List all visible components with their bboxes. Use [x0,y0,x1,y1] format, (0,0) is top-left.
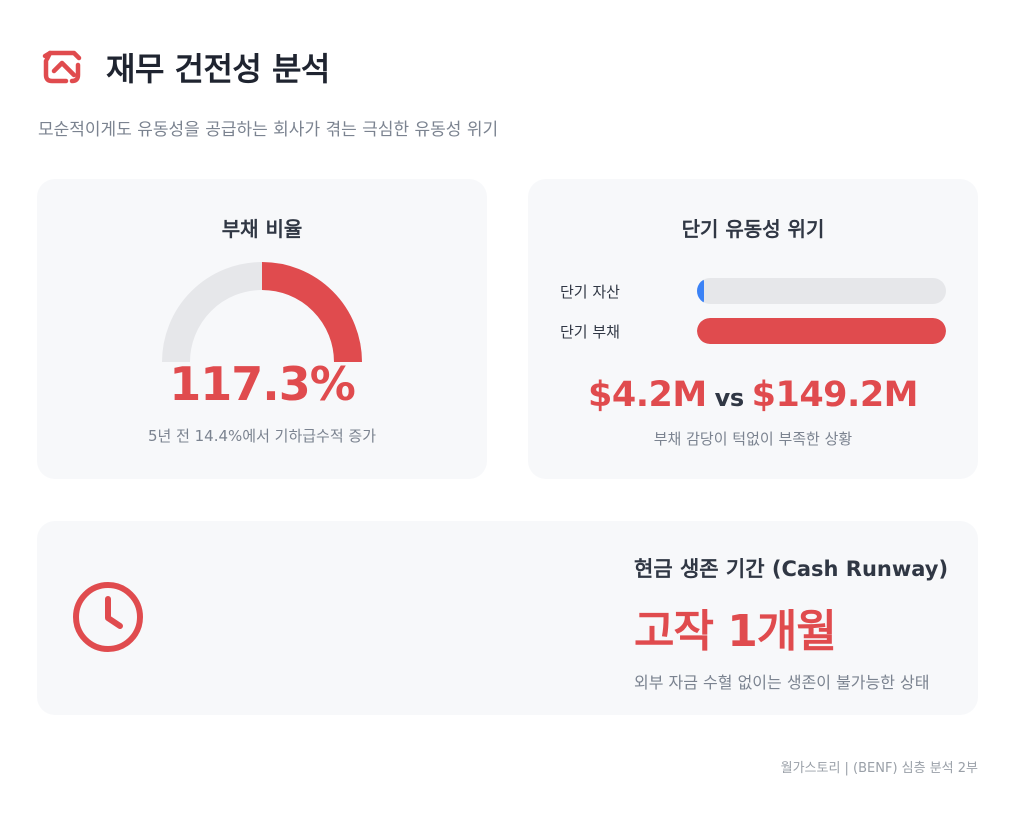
page-subtitle: 모순적이게도 유동성을 공급하는 회사가 겪는 극심한 유동성 위기 [38,120,499,140]
short-term-liabilities-row: 단기 부채 [560,318,946,344]
debt-ratio-card: 부채 비율 117.3% 5년 전 14.4%에서 기하급수적 증가 [37,179,487,479]
liquidity-card: 단기 유동성 위기 단기 자산 단기 부채 $4.2M vs $149.2M 부채 … [528,179,978,479]
liquidity-comparison: $4.2M vs $149.2M [528,375,978,415]
cash-runway-text: 현금 생존 기간 (Cash Runway) 고작 1개월 외부 자금 수혈 없… [634,553,948,693]
short-term-liabilities-label: 단기 부채 [560,323,620,341]
cash-runway-value: 고작 1개월 [634,606,837,657]
short-term-assets-label: 단기 자산 [560,283,620,301]
footer-credit: 월가스토리 | (BENF) 심층 분석 2부 [780,761,978,776]
cash-runway-card: 현금 생존 기간 (Cash Runway) 고작 1개월 외부 자금 수혈 없… [37,521,978,715]
liquidity-title: 단기 유동성 위기 [681,217,825,241]
short-term-liabilities-bar [697,318,946,344]
debt-ratio-title: 부채 비율 [221,217,303,241]
loop-arrows-icon [42,50,82,84]
liabilities-value: $149.2M [751,375,919,415]
short-term-assets-bar [697,278,704,304]
debt-ratio-note: 5년 전 14.4%에서 기하급수적 증가 [147,427,377,445]
short-term-assets-track [697,278,946,304]
vs-label: vs [714,384,744,412]
assets-value: $4.2M [587,375,707,415]
clock-icon [73,582,143,652]
cash-runway-title: 현금 생존 기간 (Cash Runway) [634,557,949,581]
short-term-assets-row: 단기 자산 [560,278,946,304]
debt-ratio-value: 117.3% [169,357,356,411]
cash-runway-note: 외부 자금 수혈 없이는 생존이 불가능한 상태 [634,673,930,692]
debt-ratio-gauge [162,262,362,362]
liquidity-note: 부채 감당이 턱없이 부족한 상황 [653,430,853,448]
page-title: 재무 건전성 분석 [106,50,330,88]
short-term-liabilities-track [697,318,946,344]
gauge-fill [261,262,362,362]
header: 재무 건전성 분석 [40,44,330,90]
